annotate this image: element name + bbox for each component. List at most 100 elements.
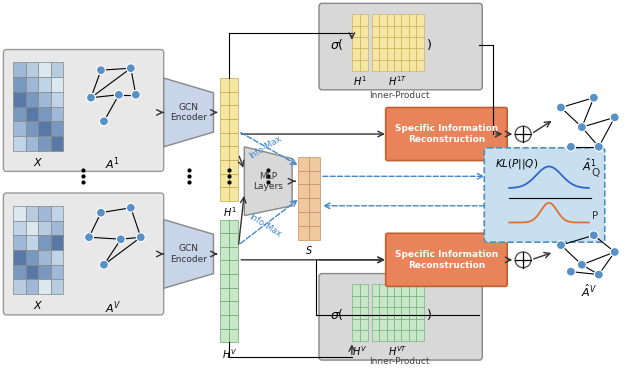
Bar xyxy=(220,261,229,274)
Bar xyxy=(51,77,63,92)
Bar xyxy=(38,92,51,107)
Bar xyxy=(352,48,360,60)
Bar xyxy=(379,318,387,330)
Bar xyxy=(352,14,360,25)
Bar xyxy=(309,212,320,226)
Bar xyxy=(416,318,424,330)
Bar xyxy=(360,318,368,330)
Bar xyxy=(416,25,424,37)
Bar xyxy=(401,37,409,48)
Bar xyxy=(13,77,26,92)
Bar xyxy=(298,212,309,226)
Bar xyxy=(352,318,360,330)
Circle shape xyxy=(566,267,575,276)
Circle shape xyxy=(99,260,108,269)
Text: $H^V$: $H^V$ xyxy=(352,344,367,358)
Bar xyxy=(409,284,416,296)
Bar xyxy=(13,279,26,294)
FancyBboxPatch shape xyxy=(3,193,164,315)
Bar xyxy=(298,184,309,199)
Bar xyxy=(409,318,416,330)
Bar xyxy=(387,48,394,60)
Bar xyxy=(360,37,368,48)
Bar xyxy=(360,60,368,71)
Bar xyxy=(379,48,387,60)
Bar xyxy=(220,288,229,301)
Circle shape xyxy=(577,123,586,132)
Bar xyxy=(401,48,409,60)
Bar xyxy=(409,14,416,25)
Bar xyxy=(229,220,238,233)
Bar xyxy=(394,330,401,341)
Circle shape xyxy=(97,208,106,217)
Bar xyxy=(38,235,51,250)
Bar xyxy=(387,60,394,71)
Bar xyxy=(394,14,401,25)
Bar xyxy=(229,233,238,247)
FancyBboxPatch shape xyxy=(484,148,605,242)
Bar xyxy=(352,296,360,307)
Bar xyxy=(38,121,51,136)
Bar xyxy=(387,296,394,307)
Circle shape xyxy=(589,93,598,102)
Bar xyxy=(372,48,379,60)
Bar xyxy=(416,284,424,296)
Bar xyxy=(38,62,51,77)
Bar xyxy=(372,284,379,296)
Bar xyxy=(26,221,38,235)
Bar xyxy=(394,284,401,296)
Bar xyxy=(13,235,26,250)
Bar xyxy=(229,247,238,261)
Text: Info-Max: Info-Max xyxy=(248,212,283,239)
Bar xyxy=(379,330,387,341)
Bar xyxy=(352,37,360,48)
Polygon shape xyxy=(164,78,214,147)
Circle shape xyxy=(610,113,619,122)
Bar xyxy=(298,157,309,170)
Bar xyxy=(51,279,63,294)
Bar xyxy=(394,296,401,307)
Text: Q: Q xyxy=(592,168,600,178)
Circle shape xyxy=(556,241,565,249)
Bar xyxy=(229,187,238,201)
Bar xyxy=(51,265,63,279)
Bar xyxy=(379,60,387,71)
Bar xyxy=(401,60,409,71)
Bar xyxy=(26,206,38,221)
Bar xyxy=(387,330,394,341)
Bar xyxy=(13,121,26,136)
Text: $X$: $X$ xyxy=(33,299,44,311)
Circle shape xyxy=(97,66,106,75)
FancyBboxPatch shape xyxy=(3,49,164,171)
FancyBboxPatch shape xyxy=(386,107,507,161)
Bar xyxy=(372,37,379,48)
Text: $\sigma($: $\sigma($ xyxy=(330,307,344,323)
Bar xyxy=(26,62,38,77)
Bar xyxy=(220,92,229,105)
Bar xyxy=(309,199,320,212)
Bar xyxy=(372,330,379,341)
Bar xyxy=(220,160,229,173)
Bar xyxy=(379,296,387,307)
Circle shape xyxy=(595,142,604,151)
Bar xyxy=(13,221,26,235)
Circle shape xyxy=(577,260,586,269)
Bar xyxy=(416,48,424,60)
Bar xyxy=(38,265,51,279)
Text: $H^{VT}$: $H^{VT}$ xyxy=(388,344,407,358)
Bar xyxy=(38,250,51,265)
Bar xyxy=(26,77,38,92)
Bar xyxy=(220,274,229,288)
Bar xyxy=(387,284,394,296)
Bar xyxy=(220,119,229,132)
Bar xyxy=(229,146,238,160)
Bar xyxy=(394,37,401,48)
Bar xyxy=(387,307,394,318)
Circle shape xyxy=(126,203,135,212)
Bar xyxy=(229,160,238,173)
Bar xyxy=(229,78,238,92)
Bar xyxy=(26,265,38,279)
Text: $H^1$: $H^1$ xyxy=(223,205,236,218)
Bar xyxy=(372,60,379,71)
Bar xyxy=(401,318,409,330)
